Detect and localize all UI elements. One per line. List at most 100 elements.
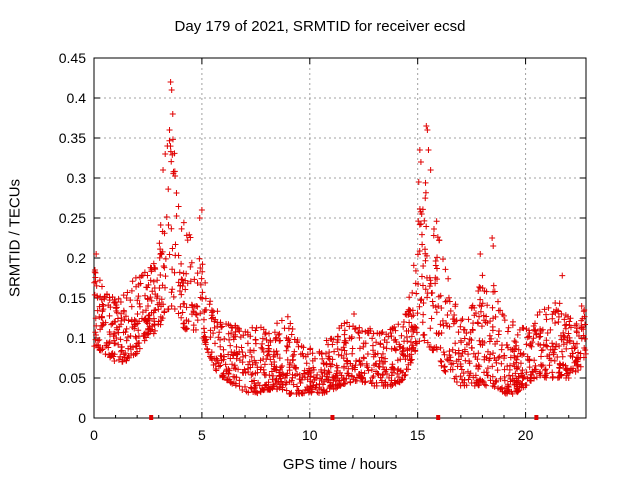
data-point — [325, 355, 332, 362]
data-point — [572, 322, 578, 329]
data-point — [261, 361, 268, 368]
data-point — [200, 325, 207, 332]
data-point — [148, 297, 155, 304]
data-point — [430, 226, 437, 233]
data-point — [331, 348, 338, 355]
data-point — [230, 352, 237, 359]
data-point — [387, 381, 394, 388]
data-point — [111, 298, 118, 305]
data-point — [391, 345, 398, 352]
data-point — [288, 331, 295, 338]
data-point — [134, 311, 141, 318]
data-point — [344, 319, 351, 326]
data-point — [360, 343, 367, 350]
data-point — [276, 355, 283, 362]
data-point — [225, 321, 232, 328]
data-point — [407, 307, 414, 314]
data-point — [228, 348, 235, 355]
data-point — [442, 368, 449, 375]
data-point — [310, 382, 317, 389]
data-point — [297, 351, 304, 358]
data-point — [487, 377, 494, 384]
data-point — [311, 355, 318, 362]
data-point — [109, 320, 116, 327]
data-point — [479, 300, 486, 307]
data-point — [333, 385, 340, 392]
data-point — [210, 330, 217, 337]
data-point — [404, 353, 411, 360]
data-point — [559, 272, 566, 279]
data-point — [144, 272, 151, 279]
data-point — [458, 353, 465, 360]
data-point — [272, 366, 279, 373]
data-point — [233, 355, 240, 362]
data-point — [91, 279, 98, 286]
data-point — [334, 333, 341, 340]
data-point — [357, 374, 364, 381]
data-point — [289, 326, 296, 333]
data-point — [494, 298, 501, 305]
data-point — [165, 186, 172, 193]
data-point — [438, 362, 445, 369]
data-point — [459, 350, 466, 357]
data-point — [320, 381, 327, 388]
x-tick-label: 10 — [302, 427, 318, 443]
data-point — [220, 374, 227, 381]
data-point — [282, 372, 289, 379]
data-point — [444, 311, 451, 318]
data-point — [283, 387, 290, 394]
data-point — [559, 353, 566, 360]
data-point — [475, 288, 482, 295]
data-point — [418, 273, 425, 280]
data-point — [150, 260, 157, 267]
data-point — [202, 337, 209, 344]
data-point — [265, 345, 272, 352]
data-point — [482, 319, 489, 326]
data-point — [543, 316, 550, 323]
data-point — [335, 377, 342, 384]
data-point — [222, 361, 229, 368]
data-point — [262, 329, 269, 336]
data-point — [241, 383, 248, 390]
data-point — [194, 279, 201, 286]
data-point — [479, 272, 486, 279]
data-point — [466, 340, 473, 347]
data-point — [515, 373, 522, 380]
data-point — [336, 325, 343, 332]
data-point — [207, 334, 214, 341]
data-point — [504, 328, 511, 335]
data-point — [141, 269, 148, 276]
data-point — [468, 344, 475, 351]
data-point — [303, 360, 310, 367]
data-point — [102, 319, 109, 326]
data-point — [225, 371, 232, 378]
data-point — [392, 380, 399, 387]
data-point — [286, 364, 293, 371]
data-point — [286, 390, 293, 397]
data-point — [106, 331, 113, 338]
data-point — [133, 334, 140, 341]
data-point — [170, 293, 177, 300]
data-point — [128, 318, 135, 325]
data-point — [428, 315, 435, 322]
data-point — [297, 379, 304, 386]
data-point — [307, 388, 314, 395]
data-point — [175, 310, 182, 317]
data-point — [239, 387, 246, 394]
data-point — [435, 303, 442, 310]
data-point — [296, 372, 303, 379]
data-point — [562, 366, 569, 373]
data-point — [472, 372, 479, 379]
data-point — [400, 323, 407, 330]
data-point — [546, 362, 553, 369]
baseline-marker — [534, 415, 539, 420]
data-point — [506, 366, 513, 373]
data-point — [294, 339, 301, 346]
data-point — [388, 372, 395, 379]
data-point — [149, 288, 156, 295]
data-point — [412, 339, 419, 346]
data-point — [119, 356, 126, 363]
data-point — [260, 349, 267, 356]
data-point — [284, 356, 291, 363]
data-point — [462, 357, 469, 364]
